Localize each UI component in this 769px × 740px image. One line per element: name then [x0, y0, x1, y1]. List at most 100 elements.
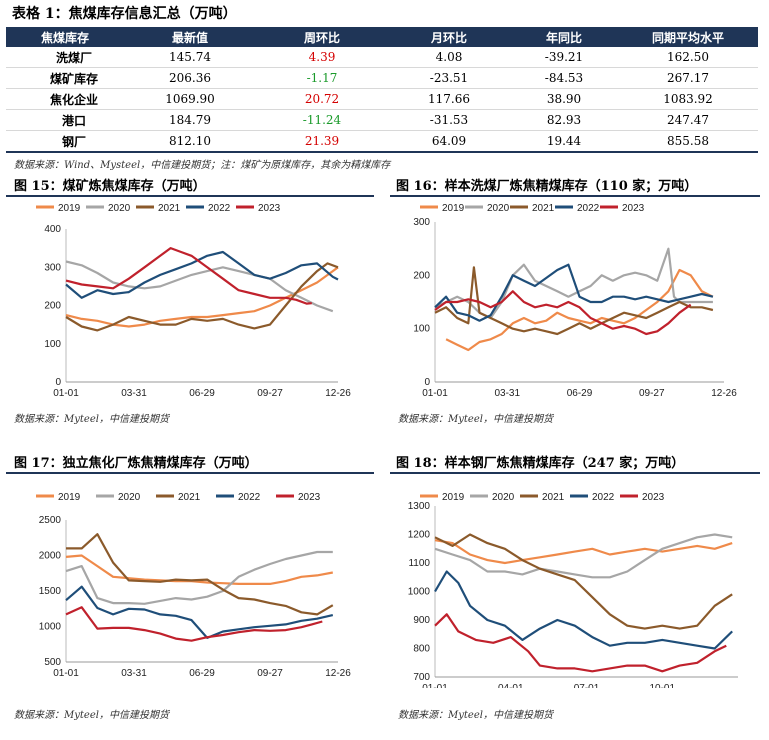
- legend-label-2020: 2020: [108, 203, 131, 214]
- table-row: 洗煤厂 145.74 4.39 4.08 -39.21 162.50: [6, 47, 758, 68]
- chart-title: 图 17：独立焦化厂炼焦精煤库存（万吨）: [14, 456, 258, 471]
- x-tick-label: 12-26: [325, 668, 351, 679]
- mom-cell: 4.08: [388, 47, 510, 68]
- x-tick-label: 03-31: [494, 388, 520, 399]
- legend-label-2019: 2019: [442, 203, 465, 214]
- mom-cell: 117.66: [388, 88, 510, 110]
- y-tick-label: 0: [55, 377, 61, 388]
- y-tick-label: 300: [413, 217, 430, 228]
- legend-label-2021: 2021: [542, 492, 565, 503]
- y-tick-label: 0: [424, 377, 430, 388]
- x-tick-label: 06-29: [189, 668, 215, 679]
- y-tick-label: 200: [413, 270, 430, 281]
- legend-label-2021: 2021: [158, 203, 181, 214]
- chart-source: 数据来源：Myteel，中信建投期货: [398, 710, 553, 721]
- y-tick-label: 100: [413, 324, 430, 335]
- series-line-2021: [66, 533, 334, 616]
- series-line-2019: [434, 539, 733, 565]
- row-name-cell: 钢厂: [6, 130, 124, 153]
- series-line-2022: [434, 570, 733, 650]
- series-line-2020: [434, 533, 733, 579]
- legend-label-2020: 2020: [487, 203, 510, 214]
- yoy-cell: 19.44: [510, 130, 618, 153]
- y-tick-label: 2000: [39, 551, 62, 562]
- x-tick-label: 07-01: [574, 683, 600, 688]
- table-header-row: 焦煤库存 最新值 周环比 月环比 年同比 同期平均水平: [6, 27, 758, 47]
- y-tick-label: 500: [44, 657, 61, 668]
- x-tick-label: 03-31: [121, 668, 147, 679]
- avg-cell: 267.17: [618, 67, 758, 89]
- series-line-2019: [445, 268, 714, 352]
- title-rule: [6, 195, 374, 197]
- yoy-cell: 38.90: [510, 88, 618, 110]
- y-tick-label: 1500: [39, 586, 62, 597]
- latest-cell: 145.74: [124, 47, 256, 68]
- header-cell: 焦煤库存: [6, 27, 124, 47]
- x-tick-label: 01-01: [53, 668, 79, 679]
- yoy-cell: -39.21: [510, 47, 618, 68]
- wow-cell: 4.39: [256, 47, 388, 68]
- series-line-2019: [65, 554, 333, 585]
- x-tick-label: 06-29: [189, 388, 215, 399]
- legend-label-2019: 2019: [442, 492, 465, 503]
- legend-label-2019: 2019: [58, 203, 81, 214]
- avg-cell: 247.47: [618, 109, 758, 131]
- row-name-cell: 港口: [6, 109, 124, 131]
- header-cell: 月环比: [388, 27, 510, 47]
- mom-cell: -23.51: [388, 67, 510, 89]
- legend-label-2022: 2022: [238, 492, 261, 503]
- series-line-2023: [434, 290, 692, 336]
- avg-cell: 855.58: [618, 130, 758, 153]
- chart-title: 图 16：样本洗煤厂炼焦精煤库存（110 家；万吨）: [396, 179, 698, 194]
- legend-label-2022: 2022: [208, 203, 231, 214]
- y-tick-label: 1200: [408, 530, 431, 541]
- row-name-cell: 煤矿库存: [6, 67, 124, 89]
- x-tick-label: 06-29: [567, 388, 593, 399]
- title-rule: [390, 195, 760, 197]
- legend-label-2023: 2023: [622, 203, 645, 214]
- yoy-cell: -84.53: [510, 67, 618, 89]
- x-tick-label: 01-01: [422, 683, 448, 688]
- y-tick-label: 900: [413, 615, 430, 626]
- latest-cell: 1069.90: [124, 88, 256, 110]
- latest-cell: 812.10: [124, 130, 256, 153]
- x-tick-label: 09-27: [257, 388, 283, 399]
- chart-18: 2019 2020 2021 2022 2023 700 800 900 1000 1100 120…: [408, 492, 738, 688]
- wow-cell: -1.17: [256, 67, 388, 89]
- y-tick-label: 200: [44, 301, 61, 312]
- latest-cell: 184.79: [124, 109, 256, 131]
- avg-cell: 1083.92: [618, 88, 758, 110]
- chart-source: 数据来源：Myteel，中信建投期货: [14, 710, 169, 721]
- row-name-cell: 洗煤厂: [6, 47, 124, 68]
- series-line-2020: [65, 550, 333, 605]
- legend-label-2019: 2019: [58, 492, 81, 503]
- legend-label-2023: 2023: [298, 492, 321, 503]
- wow-cell: -11.24: [256, 109, 388, 131]
- avg-cell: 162.50: [618, 47, 758, 68]
- title-rule: [390, 472, 760, 474]
- y-tick-label: 100: [44, 339, 61, 350]
- wow-cell: 20.72: [256, 88, 388, 110]
- legend-label-2022: 2022: [577, 203, 600, 214]
- y-tick-label: 1000: [39, 622, 62, 633]
- x-tick-label: 10-01: [649, 683, 675, 688]
- x-tick-label: 12-26: [711, 388, 737, 399]
- series-line-2023: [434, 613, 727, 673]
- chart-15: 2019 2020 2021 2022 2023 0 100 200 300 400 01-01 03…: [36, 203, 351, 399]
- y-tick-label: 1000: [408, 587, 431, 598]
- series-line-2022: [65, 250, 339, 299]
- legend-label-2020: 2020: [492, 492, 515, 503]
- mom-cell: -31.53: [388, 109, 510, 131]
- series-line-2023: [65, 606, 323, 642]
- legend-label-2022: 2022: [592, 492, 615, 503]
- x-tick-label: 09-27: [257, 668, 283, 679]
- legend-label-2021: 2021: [532, 203, 555, 214]
- series-line-2020: [65, 260, 334, 313]
- table-row: 钢厂 812.10 21.39 64.09 19.44 855.58: [6, 130, 758, 153]
- legend-label-2023: 2023: [642, 492, 665, 503]
- mom-cell: 64.09: [388, 130, 510, 153]
- y-tick-label: 300: [44, 262, 61, 273]
- y-tick-label: 400: [44, 224, 61, 235]
- chart-title: 图 18：样本钢厂炼焦精煤库存（247 家；万吨）: [396, 456, 685, 471]
- legend-label-2021: 2021: [178, 492, 201, 503]
